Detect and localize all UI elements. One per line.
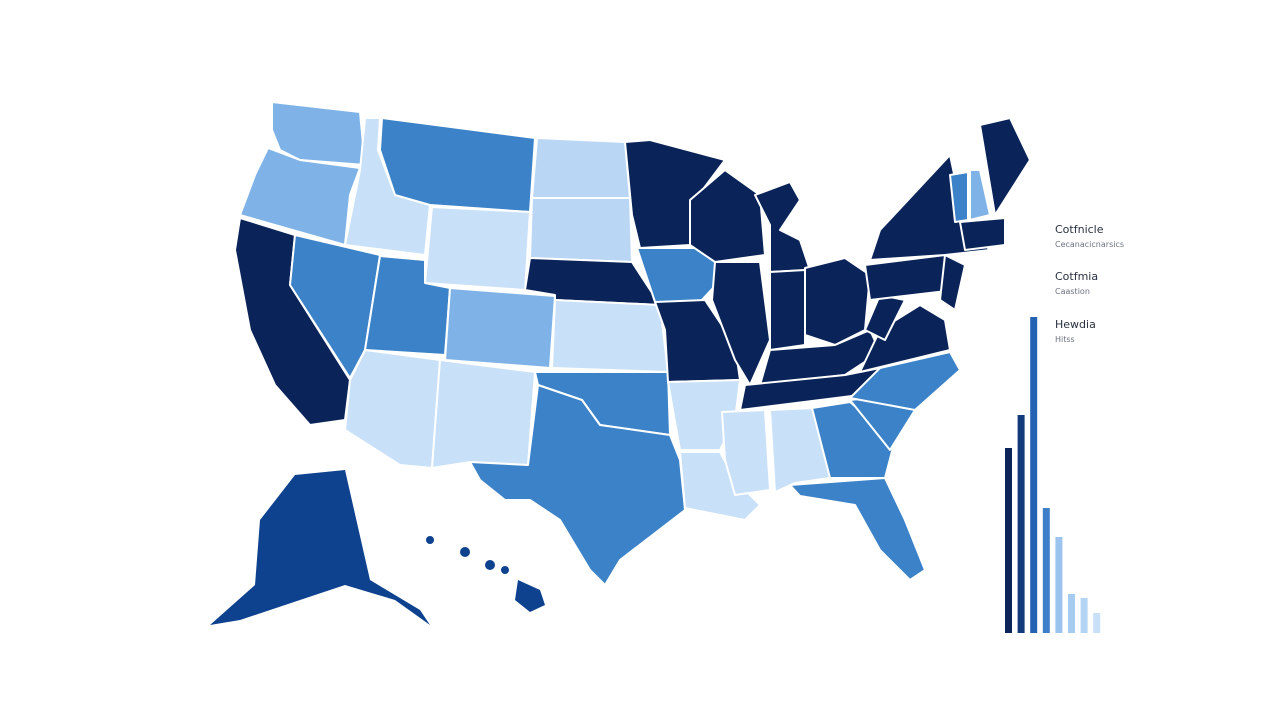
hawaii bbox=[426, 536, 545, 612]
state bbox=[939, 254, 966, 311]
state bbox=[444, 287, 556, 369]
state bbox=[431, 359, 536, 469]
legend-title: Cotfmia bbox=[1055, 270, 1098, 283]
bar bbox=[1068, 594, 1075, 633]
state bbox=[804, 257, 871, 346]
state bbox=[769, 269, 806, 351]
state bbox=[679, 451, 761, 521]
state bbox=[811, 401, 896, 479]
legend: Cotfnicle Cecanacicnarsics Cotfmia Caastion… bbox=[1055, 223, 1124, 344]
state bbox=[344, 349, 441, 469]
state bbox=[721, 409, 771, 496]
state bbox=[979, 117, 1031, 216]
state bbox=[864, 294, 906, 341]
state bbox=[469, 384, 686, 586]
bar bbox=[1042, 508, 1050, 633]
state bbox=[529, 197, 633, 263]
state bbox=[210, 470, 430, 625]
legend-subtitle: Hitss bbox=[1055, 335, 1075, 344]
state bbox=[969, 169, 991, 221]
state bbox=[754, 181, 811, 273]
state bbox=[424, 206, 531, 291]
bar bbox=[1030, 317, 1038, 633]
state bbox=[789, 477, 926, 581]
us-map bbox=[210, 101, 1031, 625]
legend-subtitle: Caastion bbox=[1055, 287, 1090, 296]
bar bbox=[1093, 613, 1101, 633]
state bbox=[959, 217, 1006, 251]
legend-title: Cotfnicle bbox=[1055, 223, 1104, 236]
state bbox=[239, 147, 361, 246]
state bbox=[344, 117, 431, 256]
bar-legend bbox=[1005, 317, 1101, 633]
bar bbox=[1080, 598, 1088, 633]
state bbox=[531, 137, 631, 199]
state bbox=[551, 299, 669, 373]
state bbox=[769, 407, 831, 493]
state bbox=[849, 351, 961, 411]
legend-subtitle: Cecanacicnarsics bbox=[1055, 240, 1124, 249]
state bbox=[379, 117, 536, 213]
state bbox=[949, 171, 969, 223]
bar bbox=[1055, 537, 1063, 633]
bar bbox=[1017, 415, 1025, 633]
bar bbox=[1005, 448, 1012, 633]
state bbox=[859, 304, 951, 373]
legend-title: Hewdia bbox=[1055, 318, 1096, 331]
state bbox=[689, 169, 766, 263]
